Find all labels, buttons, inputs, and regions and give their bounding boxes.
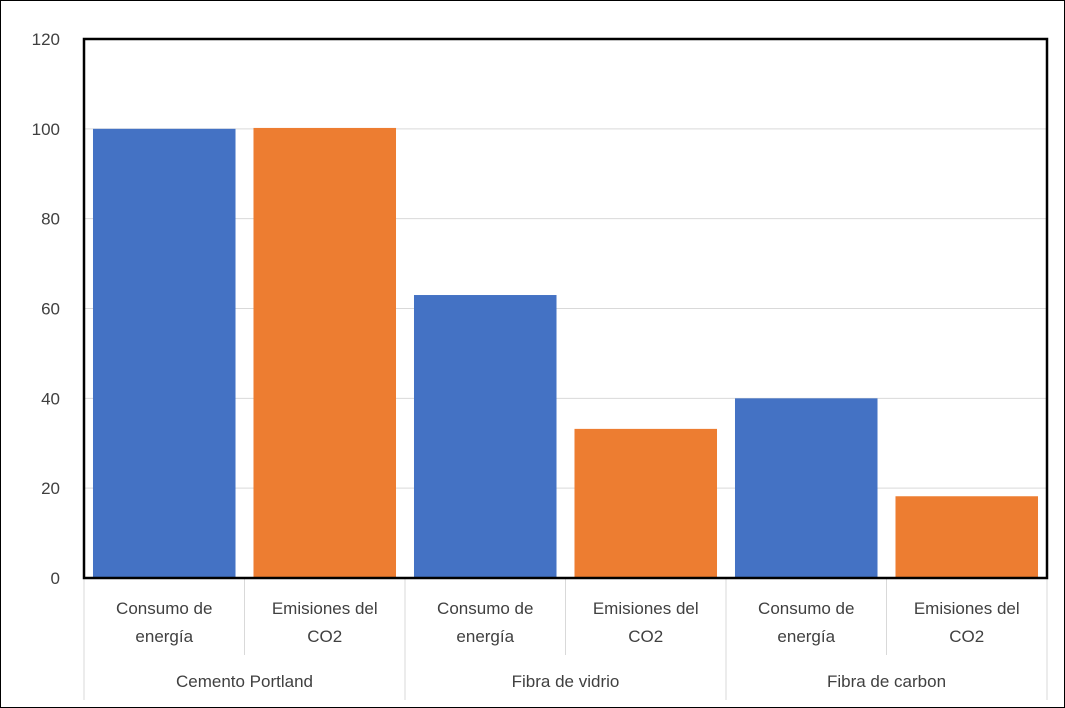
bar [92, 128, 236, 579]
category-label: Emisiones del [593, 599, 699, 618]
plot-area-border [82, 37, 1049, 580]
group-label: Fibra de vidrio [512, 672, 620, 691]
category-label: Consumo de [116, 599, 212, 618]
bar [253, 127, 397, 578]
y-tick-label: 60 [41, 300, 60, 319]
bar [413, 295, 557, 578]
y-tick-label: 100 [32, 120, 60, 139]
category-label: Consumo de [758, 599, 854, 618]
category-label: CO2 [307, 627, 342, 646]
y-tick-label: 40 [41, 389, 60, 408]
category-label: energía [777, 627, 835, 646]
y-tick-label: 0 [51, 569, 60, 588]
y-tick-label: 120 [32, 30, 60, 49]
bar [574, 428, 718, 578]
category-label: CO2 [628, 627, 663, 646]
group-label: Fibra de carbon [827, 672, 946, 691]
bar [895, 496, 1039, 578]
category-label: Consumo de [437, 599, 533, 618]
y-tick-label: 20 [41, 479, 60, 498]
bar [734, 398, 878, 578]
category-label: Emisiones del [272, 599, 378, 618]
y-tick-label: 80 [41, 210, 60, 229]
category-label: energía [456, 627, 514, 646]
category-label: CO2 [949, 627, 984, 646]
category-label: energía [135, 627, 193, 646]
category-label: Emisiones del [914, 599, 1020, 618]
group-label: Cemento Portland [176, 672, 313, 691]
